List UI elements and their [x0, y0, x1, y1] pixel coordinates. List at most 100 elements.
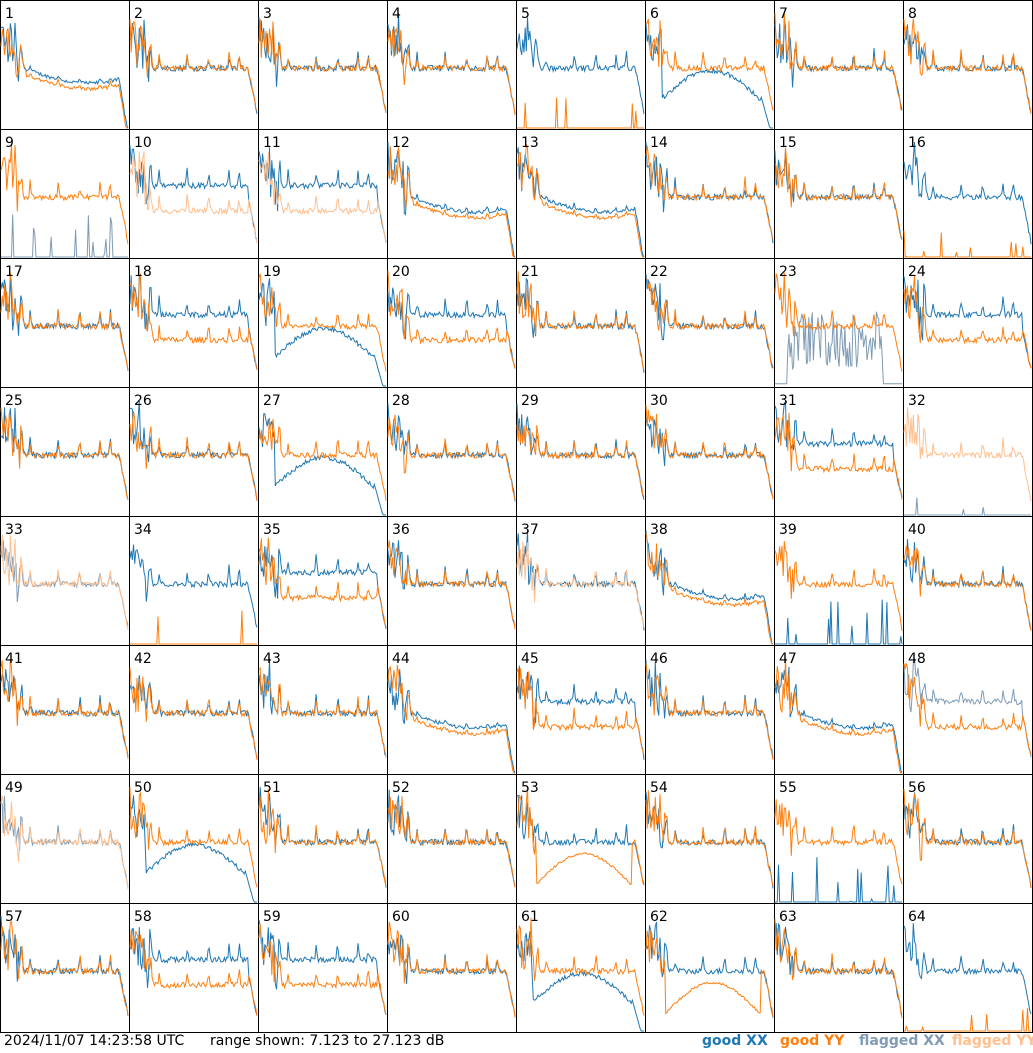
- panel-16: 16: [903, 129, 1033, 259]
- series-yy-18: [129, 273, 258, 370]
- panel-frame: [516, 774, 646, 904]
- series-xx-28: [387, 403, 516, 502]
- series-yy-54: [645, 790, 774, 886]
- panel-label: 4: [392, 6, 401, 22]
- panel-label: 52: [392, 780, 410, 796]
- panel-label: 11: [263, 135, 281, 151]
- panel-frame: [258, 903, 388, 1033]
- series-yy-9: [0, 144, 129, 244]
- series-yy-58: [129, 929, 258, 1016]
- panel-label: 2: [134, 6, 143, 22]
- panel-7: 7: [774, 0, 904, 130]
- series-yy-13: [516, 144, 644, 258]
- series-xx-19: [258, 278, 386, 387]
- series-xx-10: [129, 145, 258, 240]
- panel-34: 34: [129, 516, 259, 646]
- series-xx-20: [387, 287, 516, 369]
- panel-label: 8: [908, 6, 917, 22]
- series-xx-13: [516, 147, 645, 258]
- panel-frame: [903, 387, 1033, 517]
- series-xx-44: [387, 668, 516, 774]
- panel-label: 9: [5, 135, 14, 151]
- panel-label: 35: [263, 522, 281, 538]
- series-yy-40: [903, 545, 1032, 631]
- series-yy-38: [645, 532, 773, 645]
- series-yy-42: [129, 667, 258, 761]
- series-xx-31: [774, 400, 903, 498]
- series-yy-25: [0, 407, 129, 500]
- panel-frame: [258, 258, 388, 388]
- panel-38: 38: [645, 516, 775, 646]
- series-yy-26: [129, 410, 258, 501]
- series-yy-6: [645, 18, 774, 111]
- panel-45: 45: [516, 645, 646, 775]
- panel-frame: [129, 774, 259, 904]
- panel-18: 18: [129, 258, 259, 388]
- series-xx-45: [516, 665, 645, 760]
- panel-53: 53: [516, 774, 646, 904]
- series-xx-6: [645, 23, 773, 129]
- panel-label: 36: [392, 522, 410, 538]
- series-yy-49: [0, 795, 129, 890]
- series-yy-31: [774, 412, 903, 500]
- panel-50: 50: [129, 774, 259, 904]
- panel-label: 38: [650, 522, 668, 538]
- panel-61: 61: [516, 903, 646, 1033]
- panel-label: 12: [392, 135, 410, 151]
- panel-46: 46: [645, 645, 775, 775]
- panel-64: 64: [903, 903, 1033, 1033]
- series-yy-59: [258, 924, 387, 1015]
- series-yy-12: [387, 146, 515, 258]
- panel-frame: [387, 0, 517, 130]
- panel-label: 20: [392, 264, 410, 280]
- series-yy-60: [387, 921, 516, 1018]
- series-yy-5: [517, 97, 644, 129]
- panel-label: 60: [392, 909, 410, 925]
- panel-57: 57: [0, 903, 130, 1033]
- panel-label: 33: [5, 522, 23, 538]
- panel-label: 14: [650, 135, 668, 151]
- series-yy-35: [258, 537, 387, 627]
- panel-frame: [129, 903, 259, 1033]
- series-xx-32: [904, 497, 1031, 516]
- panel-54: 54: [645, 774, 775, 904]
- series-yy-20: [387, 270, 516, 368]
- panel-label: 49: [5, 780, 23, 796]
- panel-28: 28: [387, 387, 517, 517]
- panel-48: 48: [903, 645, 1033, 775]
- series-xx-50: [129, 795, 257, 903]
- series-xx-60: [387, 934, 516, 1017]
- panel-21: 21: [516, 258, 646, 388]
- panel-frame: [387, 645, 517, 775]
- panel-label: 42: [134, 651, 152, 667]
- series-xx-55: [775, 857, 902, 903]
- panel-frame: [516, 387, 646, 517]
- series-yy-22: [645, 278, 774, 369]
- series-xx-51: [258, 787, 387, 888]
- series-yy-52: [387, 796, 516, 888]
- series-yy-64: [904, 1007, 1031, 1032]
- panel-label: 50: [134, 780, 152, 796]
- panel-frame: [129, 258, 259, 388]
- series-yy-7: [774, 12, 903, 111]
- panel-frame: [516, 645, 646, 775]
- series-yy-41: [0, 659, 129, 759]
- series-xx-62: [645, 921, 774, 1018]
- panel-49: 49: [0, 774, 130, 904]
- legend-good-yy: good YY: [780, 1033, 845, 1049]
- panel-frame: [387, 129, 517, 259]
- series-yy-16: [903, 230, 1031, 258]
- panel-label: 44: [392, 651, 410, 667]
- panel-frame: [645, 0, 775, 130]
- panel-60: 60: [387, 903, 517, 1033]
- panel-25: 25: [0, 387, 130, 517]
- panel-label: 64: [908, 909, 926, 925]
- panel-15: 15: [774, 129, 904, 259]
- series-yy-50: [129, 786, 258, 888]
- panel-frame: [129, 0, 259, 130]
- panel-label: 54: [650, 780, 668, 796]
- panel-label: 6: [650, 6, 659, 22]
- series-xx-12: [387, 141, 516, 258]
- panel-4: 4: [387, 0, 517, 130]
